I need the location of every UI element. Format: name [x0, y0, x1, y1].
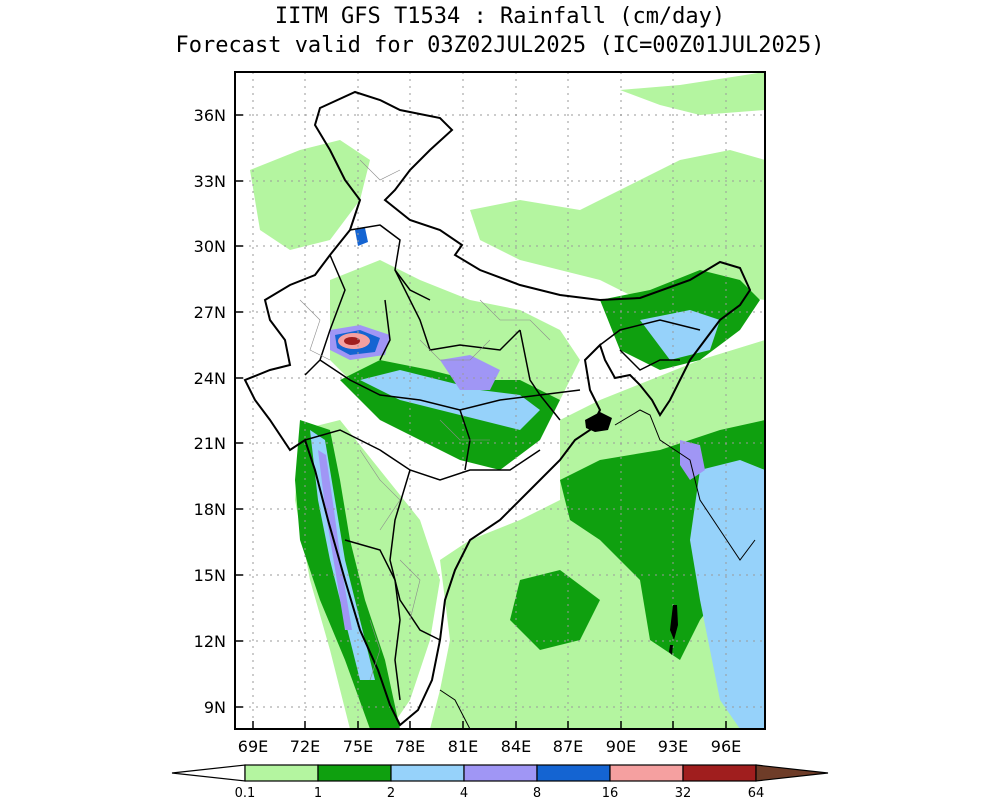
- rain-light-blue-central: [360, 370, 540, 430]
- colorbar-swatch-5: [609, 764, 684, 782]
- rain-lavender-central: [440, 355, 500, 390]
- rainfall-field: [250, 72, 765, 729]
- rain-light-green-northeast-top: [620, 72, 765, 115]
- colorbar-swatch-1: [317, 764, 392, 782]
- colorbar-label: 1: [314, 786, 322, 800]
- colorbar-label: 32: [675, 786, 692, 800]
- title-line-1: IITM GFS T1534 : Rainfall (cm/day): [274, 4, 726, 29]
- colorbar-right-arrow: [755, 764, 829, 782]
- india-boundary: [243, 90, 752, 727]
- rain-light-green-west: [250, 140, 370, 250]
- lat-label: 27N: [194, 303, 226, 322]
- colorbar-label: 64: [748, 786, 765, 800]
- sundarbans-patch: [585, 412, 612, 432]
- lat-label: 30N: [194, 237, 226, 256]
- lat-label: 9N: [204, 698, 226, 717]
- lat-label: 36N: [194, 106, 226, 125]
- colorbar-label: 16: [602, 786, 619, 800]
- gridlines: [235, 72, 765, 729]
- rain-lavender-bay: [680, 440, 705, 480]
- lon-label: 72E: [290, 737, 320, 756]
- map-frame: [234, 71, 766, 730]
- axis-ticks: [235, 114, 727, 729]
- colorbar-swatch-2: [390, 764, 465, 782]
- colorbar-swatch-0: [244, 764, 319, 782]
- latitude-labels: 36N 33N 30N 27N 24N 21N 18N 15N 12N 9N: [194, 106, 226, 717]
- colorbar-label: 4: [460, 786, 468, 800]
- rain-blue-himachal: [355, 228, 368, 246]
- lon-label: 78E: [395, 737, 425, 756]
- lat-label: 15N: [194, 566, 226, 585]
- rain-red-core: [344, 337, 360, 345]
- lon-label: 87E: [553, 737, 583, 756]
- lon-label: 90E: [606, 737, 636, 756]
- lon-label: 93E: [658, 737, 688, 756]
- colorbar-swatch-6: [682, 764, 757, 782]
- colorbar-label: 8: [533, 786, 541, 800]
- lat-label: 33N: [194, 172, 226, 191]
- lat-label: 21N: [194, 434, 226, 453]
- lon-label: 84E: [501, 737, 531, 756]
- colorbar-swatch-3: [463, 764, 538, 782]
- lon-label: 69E: [238, 737, 268, 756]
- rain-green-south-ocean: [510, 570, 600, 650]
- lat-label: 18N: [194, 500, 226, 519]
- colorbar-left-arrow: [171, 764, 246, 782]
- rain-light-green-tibet: [470, 150, 765, 300]
- lon-label: 96E: [711, 737, 741, 756]
- neighbor-boundaries: [439, 409, 756, 730]
- longitude-labels: 69E 72E 75E 78E 81E 84E 87E 90E 93E 96E: [238, 737, 741, 756]
- rain-light-blue-andaman: [690, 460, 765, 729]
- lat-label: 24N: [194, 369, 226, 388]
- lon-label: 81E: [448, 737, 478, 756]
- lat-label: 12N: [194, 632, 226, 651]
- rain-lavender-west-coast: [318, 450, 352, 630]
- colorbar: [171, 764, 829, 782]
- lon-label: 75E: [343, 737, 373, 756]
- colorbar-swatch-4: [536, 764, 611, 782]
- colorbar-labels: 0.1 1 2 4 8 16 32 64: [235, 786, 765, 800]
- colorbar-label: 2: [387, 786, 395, 800]
- title-line-2: Forecast valid for 03Z02JUL2025 (IC=00Z0…: [175, 33, 825, 58]
- district-boundaries: [299, 159, 551, 681]
- colorbar-label: 0.1: [235, 786, 256, 800]
- andaman-islands: [669, 605, 678, 655]
